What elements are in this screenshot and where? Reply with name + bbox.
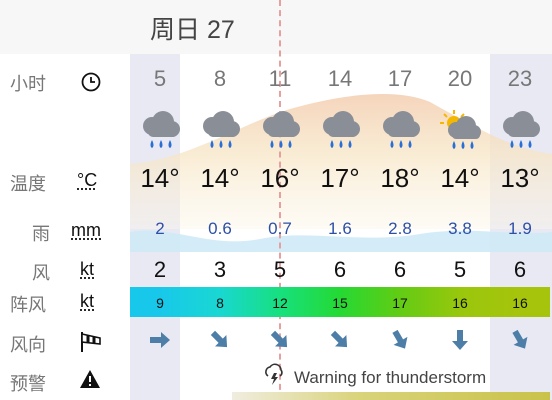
gust-bar xyxy=(130,287,550,317)
label-hour: 小时 xyxy=(10,74,46,94)
gust-cell: 9 xyxy=(156,295,164,311)
cloud-rain-icon xyxy=(190,106,250,156)
label-wind: 风 xyxy=(32,263,50,283)
hour-cell: 14 xyxy=(327,66,353,91)
rain-cell: 1.6 xyxy=(328,219,352,238)
warning-bar xyxy=(232,392,550,400)
clock-icon xyxy=(80,71,102,98)
wind-direction-arrow-icon xyxy=(190,325,250,355)
temperature-cell: 17° xyxy=(320,163,360,193)
temperature-cell: 14° xyxy=(200,163,240,193)
hour-cell: 23 xyxy=(507,66,533,91)
rain-cell: 2.8 xyxy=(388,219,412,238)
wind-direction-arrow-icon xyxy=(310,325,370,355)
wind-cell: 6 xyxy=(513,257,527,282)
wind-cell: 6 xyxy=(393,257,407,282)
hour-cell: 20 xyxy=(447,66,473,91)
cloud-rain-icon xyxy=(370,106,430,156)
label-temperature: 温度 xyxy=(10,174,46,194)
temperature-cell: 16° xyxy=(260,163,300,193)
unit-wind[interactable]: kt xyxy=(80,259,95,279)
wind-cell: 3 xyxy=(213,257,227,282)
wind-cell: 2 xyxy=(153,257,167,282)
wind-direction-arrow-icon xyxy=(130,325,190,355)
rain-cell: 1.9 xyxy=(508,219,532,238)
rain-cell: 2 xyxy=(155,219,165,238)
hour-cell: 8 xyxy=(213,66,227,91)
cloud-rain-icon xyxy=(250,106,310,156)
temperature-cell: 14° xyxy=(440,163,480,193)
wind-cell: 6 xyxy=(333,257,347,282)
temperature-cell: 18° xyxy=(380,163,420,193)
wind-row: 2 3 5 6 6 5 6 xyxy=(130,257,550,283)
unit-temperature[interactable]: °C xyxy=(77,170,98,190)
temperature-area xyxy=(130,93,552,229)
wind-cell: 5 xyxy=(273,257,287,282)
label-warning: 预警 xyxy=(10,374,46,394)
hour-cell: 11 xyxy=(268,66,292,91)
label-direction: 风向 xyxy=(10,335,46,355)
sun-cloud-rain-icon xyxy=(430,106,490,156)
wind-direction-arrow-icon xyxy=(430,325,490,355)
wind-direction-arrow-icon xyxy=(250,325,310,355)
gust-row: 9 8 12 15 17 16 16 xyxy=(130,295,550,311)
wind-direction-arrow-icon xyxy=(490,325,550,355)
gust-cell: 8 xyxy=(216,295,224,311)
rain-row: 2 0.6 0.7 1.6 2.8 3.8 1.9 xyxy=(130,219,550,239)
background-charts xyxy=(130,93,552,252)
cloud-rain-icon xyxy=(490,106,550,156)
current-time-line xyxy=(279,0,281,400)
cloud-rain-icon xyxy=(130,106,190,156)
hours-row: 5 8 11 14 17 20 23 xyxy=(130,66,550,92)
rain-cell: 3.8 xyxy=(448,219,472,238)
wind-cell: 5 xyxy=(453,257,467,282)
warning-text[interactable]: Warning for thunderstorm xyxy=(294,368,487,387)
warning-triangle-icon xyxy=(79,369,101,394)
temperature-row: 14° 14° 16° 17° 18° 14° 13° xyxy=(130,163,550,194)
gust-cell: 15 xyxy=(332,295,348,311)
temperature-cell: 14° xyxy=(140,163,180,193)
wind-direction-arrow-icon xyxy=(370,325,430,355)
thunderstorm-icon xyxy=(262,362,286,391)
temperature-cell: 13° xyxy=(500,163,540,193)
gust-cell: 16 xyxy=(452,295,468,311)
gust-cell: 16 xyxy=(512,295,528,311)
unit-rain[interactable]: mm xyxy=(71,220,101,240)
rain-area xyxy=(130,230,552,252)
day-title: 周日 27 xyxy=(150,16,235,44)
label-gust: 阵风 xyxy=(10,295,46,315)
direction-row xyxy=(130,325,550,355)
weather-icons-row xyxy=(130,106,550,156)
label-rain: 雨 xyxy=(32,224,50,244)
cloud-rain-icon xyxy=(310,106,370,156)
gust-cell: 12 xyxy=(272,295,288,311)
rain-cell: 0.7 xyxy=(268,219,292,238)
hour-cell: 5 xyxy=(153,66,167,91)
windsock-icon xyxy=(78,330,104,359)
gust-cell: 17 xyxy=(392,295,408,311)
hour-cell: 17 xyxy=(387,66,413,91)
unit-gust[interactable]: kt xyxy=(80,291,95,311)
rain-cell: 0.6 xyxy=(208,219,232,238)
day-header xyxy=(0,0,552,54)
